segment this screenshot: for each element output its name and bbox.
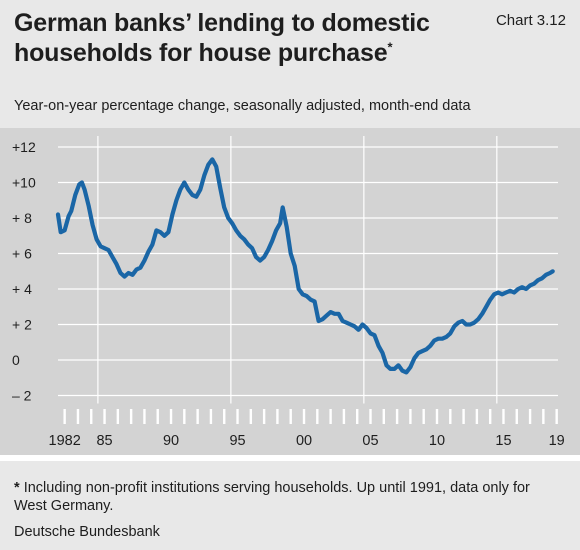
title-footnote-marker: * — [387, 39, 393, 55]
series-line — [55, 157, 555, 375]
y-tick-label: + 4 — [12, 281, 32, 297]
y-tick-label: +10 — [12, 175, 36, 191]
title-line-2: households for house purchase — [14, 39, 388, 67]
y-tick-label: + 2 — [12, 317, 32, 333]
x-tick-label: 1982 — [49, 433, 81, 449]
x-tick-label: 90 — [163, 433, 179, 449]
source-note: Deutsche Bundesbank — [14, 524, 160, 540]
divider — [0, 455, 580, 461]
x-tick-label: 05 — [362, 433, 378, 449]
chart-subtitle: Year-on-year percentage change, seasonal… — [14, 98, 471, 114]
horizontal-gridlines — [58, 146, 558, 397]
y-tick-label: + 8 — [12, 210, 32, 226]
x-tick-label: 15 — [495, 433, 511, 449]
footnote-marker: * — [14, 480, 20, 496]
chart-title: German banks’ lending to domestic househ… — [14, 8, 454, 68]
y-tick-label: + 6 — [12, 246, 32, 262]
x-axis-tick-labels: 1982 85 90 95 00 05 10 15 19 — [49, 433, 565, 449]
footnote-text: Including non-profit institutions servin… — [14, 480, 530, 514]
x-tick-label: 95 — [229, 433, 245, 449]
y-axis-tick-labels: +12 +10 + 8 + 6 + 4 + 2 0 – 2 — [12, 139, 36, 404]
chart-header: German banks’ lending to domestic househ… — [0, 0, 580, 128]
chart-number: Chart 3.12 — [495, 12, 566, 29]
y-tick-label: 0 — [12, 352, 20, 368]
series-lines — [55, 157, 555, 375]
vertical-gridlines — [97, 136, 498, 404]
x-tick-label: 19 — [549, 433, 565, 449]
x-axis-minor-ticks — [63, 409, 558, 424]
title-line-1: German banks’ lending to domestic — [14, 9, 430, 37]
chart-footer: * Including non-profit institutions serv… — [0, 461, 580, 550]
x-tick-label: 00 — [296, 433, 312, 449]
x-tick-label: 10 — [429, 433, 445, 449]
x-tick-label: 85 — [96, 433, 112, 449]
y-tick-label: +12 — [12, 139, 36, 155]
y-tick-label: – 2 — [12, 388, 32, 404]
line-chart: +12+10+ 8+ 6+ 4+ 20– 2 1982 85 90 95 00 05 10 1… — [12, 136, 565, 449]
footnote: * Including non-profit institutions serv… — [14, 479, 566, 515]
